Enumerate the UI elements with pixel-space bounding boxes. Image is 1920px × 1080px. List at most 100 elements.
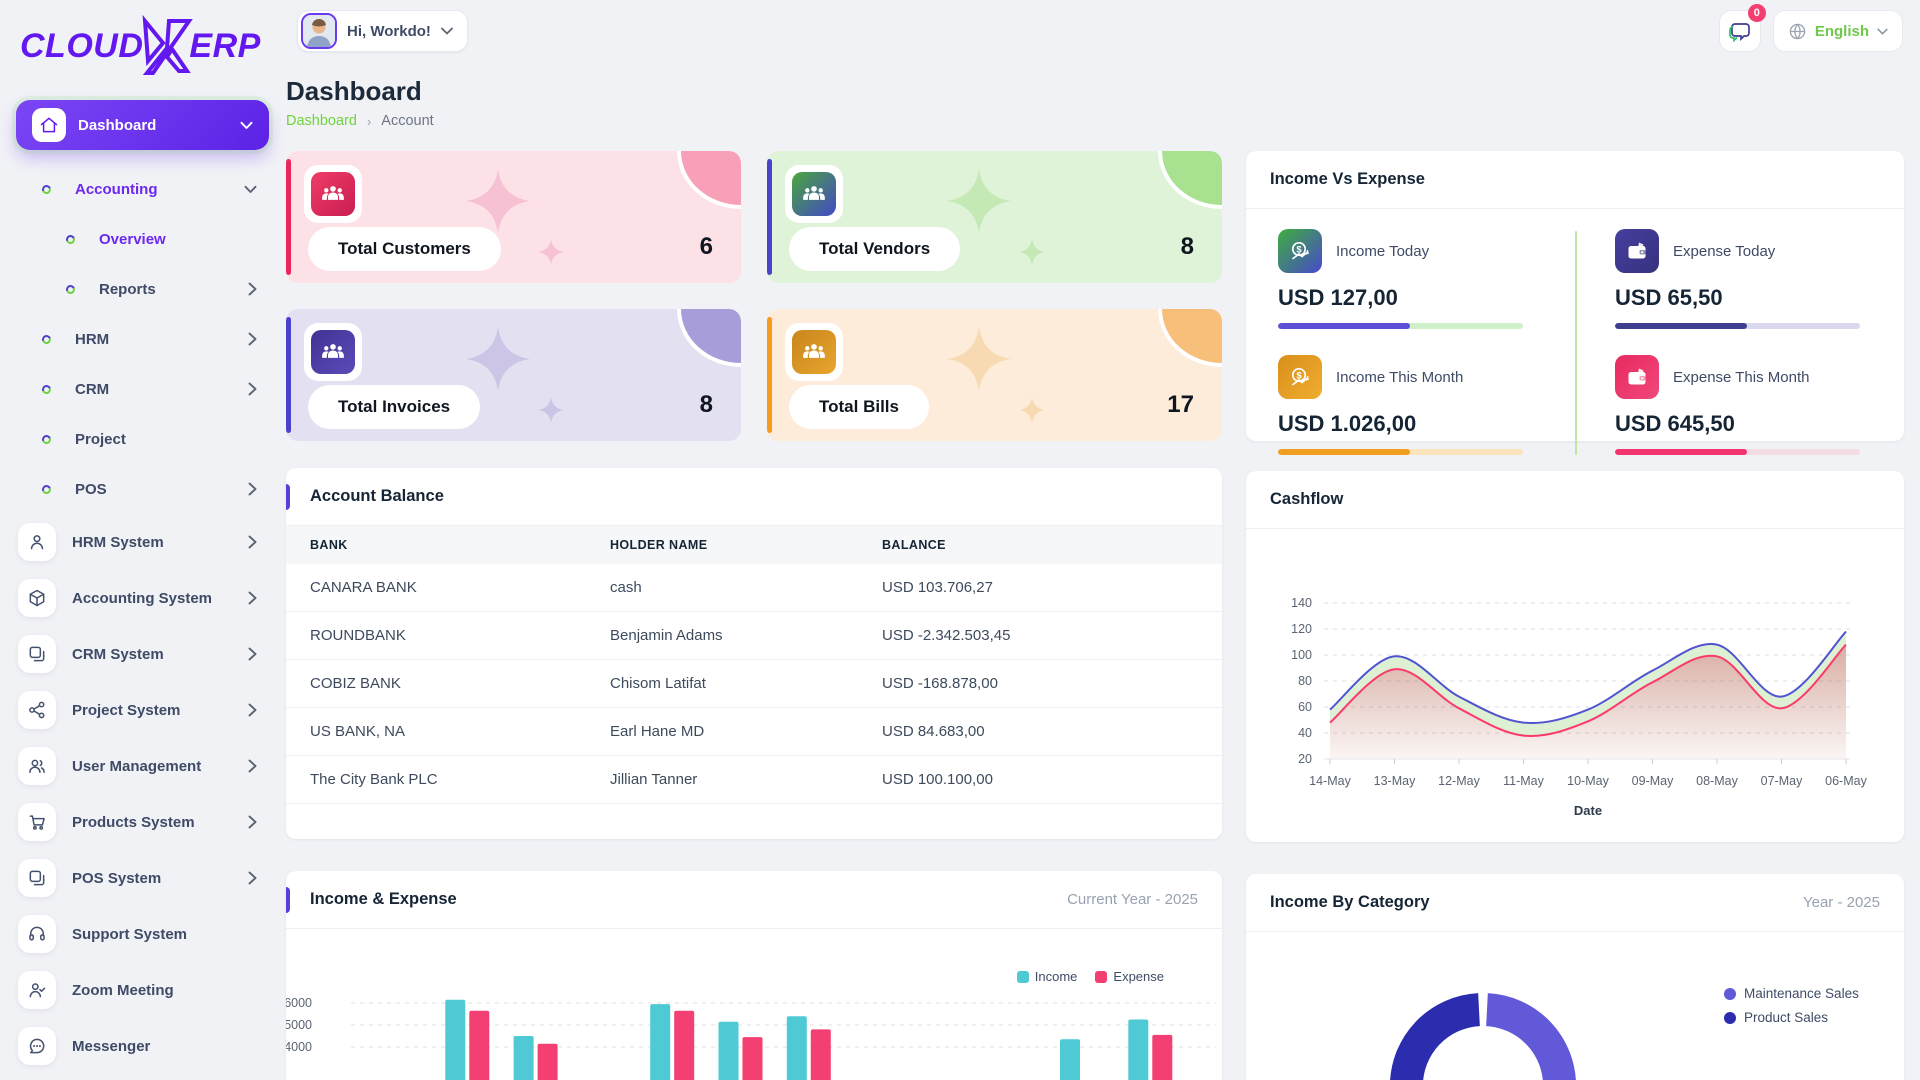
stat-card-value: 17 — [1167, 391, 1194, 418]
sidebar-item-label: Zoom Meeting — [72, 981, 174, 999]
sidebar-item-overview[interactable]: Overview — [0, 214, 285, 264]
language-selector[interactable]: English — [1772, 10, 1903, 52]
share-icon — [18, 691, 56, 729]
sidebar-item-products-system[interactable]: Products System — [0, 794, 285, 850]
svg-text:120: 120 — [1291, 622, 1312, 636]
sparkle-icon — [1019, 239, 1045, 270]
user-menu[interactable]: Hi, Workdo! — [297, 10, 468, 52]
breadcrumb-dashboard-link[interactable]: Dashboard — [286, 113, 357, 129]
sidebar-item-label: Reports — [99, 280, 156, 298]
svg-text:100: 100 — [1291, 648, 1312, 662]
svg-text:4000: 4000 — [286, 1040, 312, 1054]
chat-icon — [18, 1027, 56, 1065]
ive-label: Expense This Month — [1673, 368, 1810, 386]
card-corner-shape — [677, 309, 741, 367]
stat-card-total-customers: Total Customers 6 — [286, 151, 741, 283]
legend-label: Maintenance Sales — [1744, 986, 1859, 1001]
table-cell: Benjamin Adams — [586, 611, 858, 660]
breadcrumb-separator-icon: › — [366, 113, 372, 129]
table-cell: USD -2.342.503,45 — [858, 611, 1222, 660]
globe-icon — [1788, 22, 1807, 41]
ring-bullet-icon — [64, 283, 77, 295]
stat-card-title: Total Vendors — [789, 227, 961, 271]
right-column: Income Vs Expense $ Income Today USD 127… — [1246, 151, 1904, 1080]
sidebar-item-user-management[interactable]: User Management — [0, 738, 285, 794]
sidebar-item-label: Products System — [72, 813, 195, 831]
ive-value: USD 645,50 — [1615, 411, 1735, 436]
sidebar-item-pos[interactable]: POS — [0, 464, 285, 514]
ive-progress — [1278, 323, 1523, 329]
sidebar-item-messenger[interactable]: Messenger — [0, 1018, 285, 1074]
stat-card-title: Total Customers — [308, 227, 501, 271]
ring-bullet-icon — [40, 183, 53, 195]
table-cell: USD -168.878,00 — [858, 659, 1222, 708]
sidebar-item-accounting[interactable]: Accounting — [0, 164, 285, 214]
table-row: CANARA BANK cash USD 103.706,27 — [286, 564, 1222, 612]
sidebar-item-label: HRM System — [72, 533, 164, 551]
user-icon — [18, 523, 56, 561]
table-row: US BANK, NA Earl Hane MD USD 84.683,00 — [286, 707, 1222, 756]
sidebar-item-label: Messenger — [72, 1037, 151, 1055]
people-group-icon — [792, 330, 836, 374]
left-column: Total Customers 6 Total Vendors 8 Total … — [286, 151, 1222, 1080]
table-cell: The City Bank PLC — [286, 755, 586, 804]
svg-text:12-May: 12-May — [1438, 774, 1480, 788]
sidebar-item-hrm[interactable]: HRM — [0, 314, 285, 364]
svg-text:09-May: 09-May — [1632, 774, 1674, 788]
cashflow-panel: Cashflow 140 120 100 80 60 40 20 14-May 13-May 12… — [1246, 471, 1904, 842]
table-column-header: BANK — [310, 538, 348, 552]
sidebar-item-label: Accounting System — [72, 589, 213, 607]
legend-item-maintenance-sales[interactable]: Maintenance Sales — [1724, 986, 1859, 1001]
brand-logo[interactable]: CLOUD ERP — [0, 10, 285, 82]
package-icon — [18, 579, 56, 617]
copy-icon — [18, 635, 56, 673]
sidebar-item-project-system[interactable]: Project System — [0, 682, 285, 738]
account-balance-title: Account Balance — [310, 487, 444, 505]
ring-bullet-icon — [40, 383, 53, 395]
card-icon-chip — [785, 323, 843, 381]
sidebar-item-zoom-meeting[interactable]: Zoom Meeting — [0, 962, 285, 1018]
brand-part-cloud: CLOUD — [20, 26, 144, 65]
sidebar-item-accounting-system[interactable]: Accounting System — [0, 570, 285, 626]
sidebar-item-label: POS — [75, 480, 107, 498]
table-row: ROUNDBANK Benjamin Adams USD -2.342.503,45 — [286, 611, 1222, 660]
sidebar-item-label: Dashboard — [78, 116, 157, 134]
wallet-icon — [1615, 229, 1659, 273]
sidebar-item-hrm-system[interactable]: HRM System — [0, 514, 285, 570]
sidebar-item-notification-template[interactable]: Notification Template — [0, 1074, 285, 1080]
ive-progress — [1278, 449, 1523, 455]
sidebar-item-reports[interactable]: Reports — [0, 264, 285, 314]
chevron-right-icon — [248, 591, 257, 605]
svg-text:5000: 5000 — [286, 1018, 312, 1032]
chat-icon — [1728, 19, 1752, 43]
legend-item-expense[interactable]: Expense — [1095, 969, 1164, 984]
sidebar-item-crm[interactable]: CRM — [0, 364, 285, 414]
sparkle-icon — [947, 327, 1011, 396]
legend-item-product-sales[interactable]: Product Sales — [1724, 1010, 1859, 1025]
stat-card-title: Total Bills — [789, 385, 929, 429]
sidebar-item-crm-system[interactable]: CRM System — [0, 626, 285, 682]
copy-icon — [18, 859, 56, 897]
sidebar-item-dashboard[interactable]: Dashboard — [16, 100, 269, 150]
card-corner-shape — [1158, 151, 1222, 209]
wallet-icon — [1615, 355, 1659, 399]
table-cell: USD 100.100,00 — [858, 755, 1222, 804]
sidebar-item-support-system[interactable]: Support System — [0, 906, 285, 962]
sidebar-item-label: Project System — [72, 701, 181, 719]
stat-card-value: 6 — [699, 233, 713, 260]
sidebar-item-project[interactable]: Project — [0, 414, 285, 464]
card-icon-chip — [785, 165, 843, 223]
table-header-row: BANK HOLDER NAME BALANCE — [286, 526, 1222, 564]
svg-text:14-May: 14-May — [1309, 774, 1351, 788]
green-divider — [1575, 231, 1577, 455]
ive-item-income-today: $ Income Today USD 127,00 — [1278, 229, 1539, 329]
chevron-down-icon — [240, 121, 253, 130]
chevron-right-icon — [248, 535, 257, 549]
messages-button[interactable]: 0 — [1718, 4, 1766, 52]
greeting-text: Hi, Workdo! — [347, 22, 431, 40]
income-vs-expense-panel: Income Vs Expense $ Income Today USD 127… — [1246, 151, 1904, 455]
legend-item-income[interactable]: Income — [1016, 969, 1077, 984]
sidebar-item-pos-system[interactable]: POS System — [0, 850, 285, 906]
money-icon: $ — [1278, 355, 1322, 399]
